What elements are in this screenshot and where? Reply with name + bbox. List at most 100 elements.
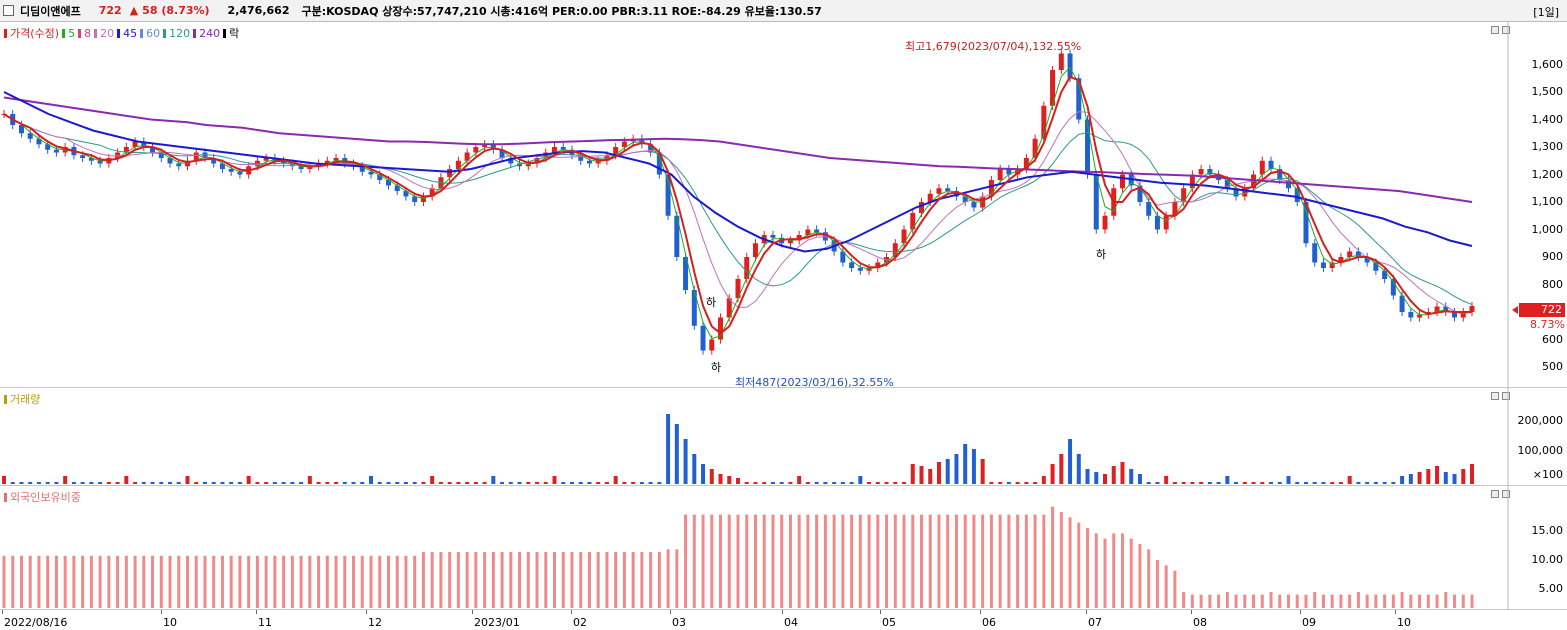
period-selector[interactable]: [1일] bbox=[1533, 6, 1559, 19]
candle-body bbox=[1172, 202, 1178, 216]
volume-bar bbox=[1190, 482, 1195, 484]
candle-body bbox=[621, 141, 627, 147]
ma120-line bbox=[3, 113, 1473, 306]
ownership-bar bbox=[1278, 594, 1282, 608]
volume-bar bbox=[1076, 454, 1081, 484]
volume-bar bbox=[1391, 482, 1396, 484]
date-tick: 02 bbox=[573, 616, 587, 629]
candle-body bbox=[473, 147, 479, 153]
volume-panel[interactable]: 거래량 200,000 100,000 ×100 bbox=[0, 388, 1567, 486]
legend-item[interactable]: 120 bbox=[169, 27, 191, 40]
volume-bar bbox=[272, 482, 277, 484]
volume-bar bbox=[1199, 482, 1204, 484]
volume-bar bbox=[875, 482, 880, 484]
candle-body bbox=[901, 229, 907, 244]
minimize-icon[interactable] bbox=[1491, 26, 1499, 34]
candle-body bbox=[586, 160, 592, 164]
legend-item[interactable]: 240 bbox=[199, 27, 221, 40]
volume-bar bbox=[701, 464, 706, 484]
ownership-bar bbox=[63, 555, 67, 608]
candle-body bbox=[464, 152, 470, 161]
volume-bar bbox=[98, 482, 103, 484]
volume-bar bbox=[1129, 469, 1134, 484]
ownership-bar bbox=[1147, 549, 1151, 608]
volume-bar bbox=[386, 482, 391, 484]
minimize-icon[interactable] bbox=[1491, 392, 1499, 400]
ownership-bar bbox=[1435, 594, 1439, 608]
ownership-bar bbox=[649, 552, 653, 608]
ownership-bar bbox=[885, 514, 889, 608]
legend-item[interactable]: 20 bbox=[100, 27, 115, 40]
ownership-bar bbox=[631, 552, 635, 608]
volume-bar bbox=[936, 462, 941, 484]
ownership-bar bbox=[159, 555, 163, 608]
ownership-bar bbox=[229, 555, 233, 608]
candle-body bbox=[359, 166, 365, 172]
legend-item[interactable]: 5 bbox=[68, 27, 76, 40]
candle-body bbox=[1146, 202, 1152, 216]
candle-body bbox=[193, 152, 199, 161]
ownership-bar bbox=[1155, 560, 1159, 608]
legend-item[interactable]: 45 bbox=[123, 27, 138, 40]
close-icon[interactable] bbox=[1502, 392, 1510, 400]
minimize-icon[interactable] bbox=[1491, 490, 1499, 498]
volume-tick: 200,000 bbox=[1517, 414, 1564, 427]
ownership-bar bbox=[456, 552, 460, 608]
stock-info: 구분:KOSDAQ 상장수:57,747,210 시총:416억 PER:0.0… bbox=[301, 4, 822, 18]
volume-bar bbox=[910, 464, 915, 484]
volume-bar bbox=[456, 482, 461, 484]
volume-bar bbox=[683, 439, 688, 484]
volume-bar bbox=[1181, 482, 1186, 484]
volume-bar bbox=[1251, 482, 1256, 484]
volume-bar bbox=[159, 482, 164, 484]
select-checkbox[interactable] bbox=[3, 5, 14, 16]
volume-tick: ×100 bbox=[1532, 468, 1563, 481]
legend-swatch bbox=[78, 29, 82, 38]
foreign-ownership-panel[interactable]: 외국인보유비중 15.00 10.00 5.00 bbox=[0, 486, 1567, 610]
ownership-bar bbox=[622, 552, 626, 608]
legend-swatch bbox=[223, 29, 227, 38]
volume-bar bbox=[1068, 439, 1073, 484]
ownership-bar bbox=[815, 514, 819, 608]
legend-swatch bbox=[4, 29, 7, 38]
ownership-bar bbox=[220, 555, 224, 608]
candle-body bbox=[18, 125, 24, 134]
candle-body bbox=[1268, 160, 1274, 169]
price-chart-panel[interactable]: 가격(수정) 5 8 20 45 60 120 240 락 최고1,679(2023/07/04… bbox=[0, 22, 1567, 389]
date-tick: 12 bbox=[368, 616, 382, 629]
candle-body bbox=[97, 160, 103, 164]
volume-bar bbox=[246, 476, 251, 484]
volume-bar bbox=[561, 482, 566, 484]
candle-body bbox=[394, 185, 400, 191]
volume-bar bbox=[1400, 476, 1405, 484]
volume-bar bbox=[727, 476, 732, 484]
date-tick-mark bbox=[472, 610, 473, 614]
ownership-bar bbox=[142, 555, 146, 608]
price-marker-icon bbox=[1512, 306, 1518, 314]
legend-item[interactable]: 8 bbox=[84, 27, 92, 40]
ownership-bar bbox=[1461, 594, 1465, 608]
ownership-bar bbox=[972, 514, 976, 608]
volume-bar bbox=[412, 482, 417, 484]
stock-name[interactable]: 디딤이앤에프 bbox=[20, 4, 81, 18]
volume-bar bbox=[867, 482, 872, 484]
date-tick-mark bbox=[256, 610, 257, 614]
candle-body bbox=[919, 202, 924, 213]
legend-item[interactable]: 60 bbox=[146, 27, 161, 40]
legend-item[interactable]: 가격(수정) bbox=[10, 27, 60, 40]
ownership-bar bbox=[518, 552, 522, 608]
volume-bar bbox=[342, 482, 347, 484]
close-icon[interactable] bbox=[1502, 26, 1510, 34]
volume-bar bbox=[430, 476, 435, 484]
close-icon[interactable] bbox=[1502, 490, 1510, 498]
ownership-bar bbox=[1042, 514, 1046, 608]
candle-body bbox=[683, 257, 689, 290]
ownership-bar bbox=[954, 514, 958, 608]
legend-item[interactable]: 락 bbox=[229, 27, 240, 40]
ownership-bar bbox=[1321, 594, 1325, 608]
ownership-bar bbox=[981, 514, 985, 608]
candle-body bbox=[1434, 306, 1440, 312]
ownership-bar bbox=[1007, 514, 1011, 608]
volume-bar bbox=[1172, 482, 1177, 484]
ownership-bar bbox=[876, 514, 880, 608]
